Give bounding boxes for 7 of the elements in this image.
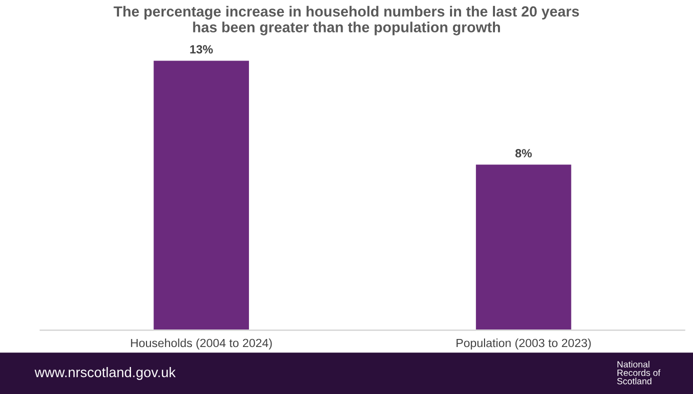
data-label: 13% (190, 45, 213, 54)
x-tick-label: Population (2003 to 2023) (456, 338, 591, 350)
text: www.nrscotland.gov.uk (34, 367, 176, 380)
chart-title: The percentage increase in household numbers in the last 20 years has been greater than the population growth (114, 6, 579, 36)
text: National Records of Scotland (617, 360, 660, 384)
x-tick-label: Households (2004 to 2024) (131, 338, 272, 350)
data-label: 8% (515, 149, 532, 158)
